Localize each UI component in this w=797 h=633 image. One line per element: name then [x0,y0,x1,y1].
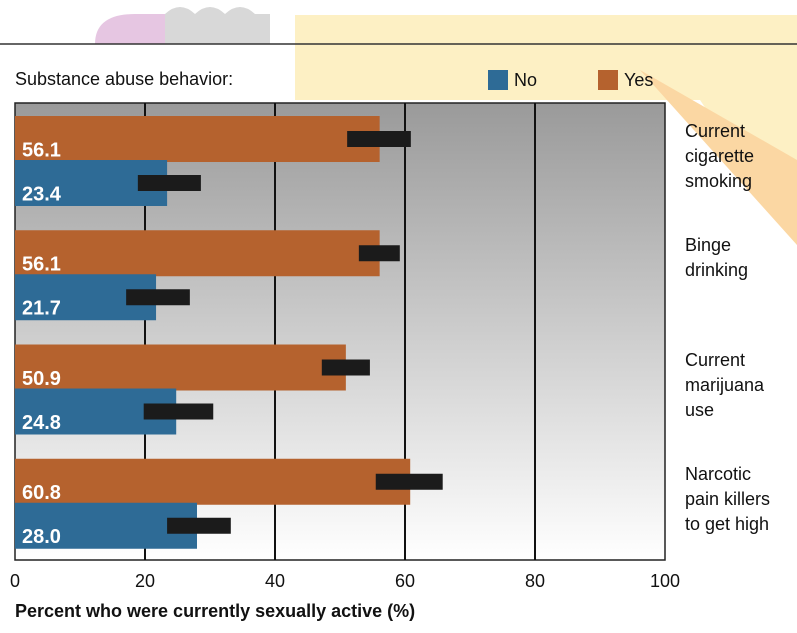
value-label: 28.0 [22,526,61,548]
value-label: 23.4 [22,183,62,205]
bar [15,230,380,277]
legend-title: Substance abuse behavior: [15,69,233,89]
x-tick-label: 80 [525,571,545,591]
value-label: 50.9 [22,368,61,390]
x-tick-label: 100 [650,571,680,591]
error-bar [167,517,231,534]
error-bar [375,473,443,490]
error-bar [143,403,214,420]
x-tick-label: 20 [135,571,155,591]
value-label: 60.8 [22,482,61,504]
category-label: Current cigarette smoking [685,121,755,191]
value-label: 56.1 [22,254,61,276]
value-label: 56.1 [22,139,61,161]
bar [15,116,380,162]
x-tick-label: 0 [10,571,20,591]
legend-label: Yes [624,70,653,90]
legend-label: No [514,70,537,90]
x-axis-label: Percent who were currently sexually acti… [15,601,415,621]
category-label: Binge drinking [685,235,749,281]
error-bar [358,245,400,262]
bar [15,458,411,505]
error-bar [137,175,201,191]
bar [15,344,346,391]
legend-swatch [598,70,618,90]
category-label: Narcotic pain killers to get high [685,463,771,534]
x-tick-label: 40 [265,571,285,591]
category-label: Current marijuana use [685,349,765,420]
error-bar [321,359,370,376]
value-label: 24.8 [22,412,61,434]
value-label: 21.7 [22,298,61,320]
bar [15,502,197,549]
x-tick-label: 60 [395,571,415,591]
error-bar [126,289,190,306]
legend-swatch [488,70,508,90]
decoration [95,7,797,245]
error-bar [347,131,411,147]
